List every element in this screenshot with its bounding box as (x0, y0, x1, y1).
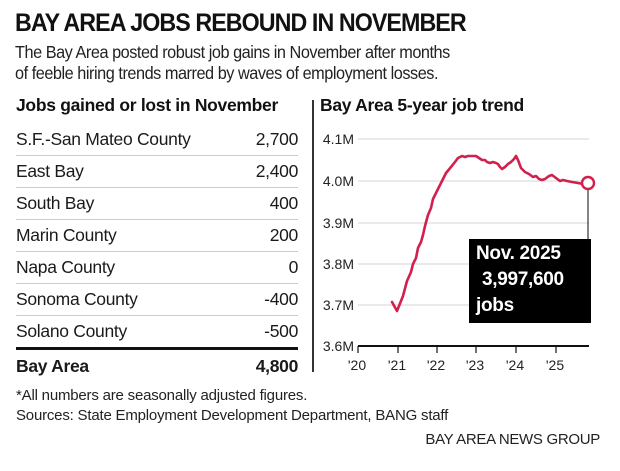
row-label: S.F.-San Mateo County (16, 129, 191, 149)
y-axis-labels: 4.1M 4.0M 3.9M 3.8M 3.7M 3.6M (323, 131, 354, 354)
y-tick-label: 4.1M (323, 131, 354, 147)
row-label: Solano County (16, 321, 127, 341)
row-value: 0 (288, 257, 299, 277)
total-value: 4,800 (255, 355, 299, 376)
total-label: Bay Area (16, 355, 89, 376)
x-tick-label: '21 (388, 357, 406, 373)
table-row: East Bay 2,400 (16, 156, 298, 188)
x-tick-label: '20 (348, 357, 366, 373)
row-value: 200 (269, 225, 299, 245)
jobs-trend-line (390, 154, 590, 313)
y-tick-label: 3.9M (323, 215, 354, 231)
headline: BAY AREA JOBS REBOUND IN NOVEMBER (15, 9, 467, 37)
row-value: 2,700 (255, 129, 299, 149)
footnotes: *All numbers are seasonally adjusted fig… (16, 386, 448, 426)
row-label: East Bay (16, 161, 84, 181)
jobs-table: S.F.-San Mateo County 2,700 East Bay 2,400… (16, 124, 298, 382)
row-value: -400 (264, 289, 298, 309)
y-tick-label: 3.7M (323, 297, 354, 313)
table-row: Marin County 200 (16, 220, 298, 252)
annotation-date: Nov. 2025 (476, 243, 561, 264)
table-row: Sonoma County -400 (16, 284, 298, 316)
row-label: South Bay (16, 193, 95, 213)
x-tick-label: '22 (427, 357, 445, 373)
chart-title: Bay Area 5-year job trend (320, 95, 524, 115)
row-value: 400 (269, 193, 299, 213)
x-tick-label: '23 (466, 357, 484, 373)
footnote-note: *All numbers are seasonally adjusted fig… (16, 387, 308, 404)
y-tick-label: 3.8M (323, 256, 354, 272)
table-row: Solano County -500 (16, 316, 298, 350)
subtitle-line-1: The Bay Area posted robust job gains in … (15, 42, 450, 62)
table-row: South Bay 400 (16, 188, 298, 220)
table-title: Jobs gained or lost in November (16, 95, 279, 115)
x-tick-label: '25 (546, 357, 564, 373)
column-divider (312, 100, 314, 372)
latest-point-marker (580, 175, 596, 191)
subtitle: The Bay Area posted robust job gains in … (15, 42, 573, 84)
y-tick-label: 4.0M (323, 173, 354, 189)
x-tick-label: '24 (506, 357, 524, 373)
row-label: Marin County (16, 225, 117, 245)
subtitle-line-2: of feeble hiring trends marred by waves … (15, 63, 439, 83)
footnote-sources: Sources: State Employment Development De… (16, 407, 449, 424)
table-row: Napa County 0 (16, 252, 298, 284)
row-value: -500 (264, 321, 298, 341)
table-total-row: Bay Area 4,800 (16, 350, 298, 382)
annotation-unit: jobs (476, 295, 514, 316)
annotation-value: 3,997,600 (482, 269, 564, 290)
annotation-box: Nov. 2025 3,997,600 jobs (469, 239, 591, 323)
row-label: Napa County (16, 257, 115, 277)
row-label: Sonoma County (16, 289, 138, 309)
row-value: 2,400 (255, 161, 299, 181)
table-row: S.F.-San Mateo County 2,700 (16, 124, 298, 156)
y-tick-label: 3.6M (323, 338, 354, 354)
credit: BAY AREA NEWS GROUP (425, 431, 600, 448)
x-axis: '20 '21 '22 '23 '24 '25 (348, 345, 589, 373)
